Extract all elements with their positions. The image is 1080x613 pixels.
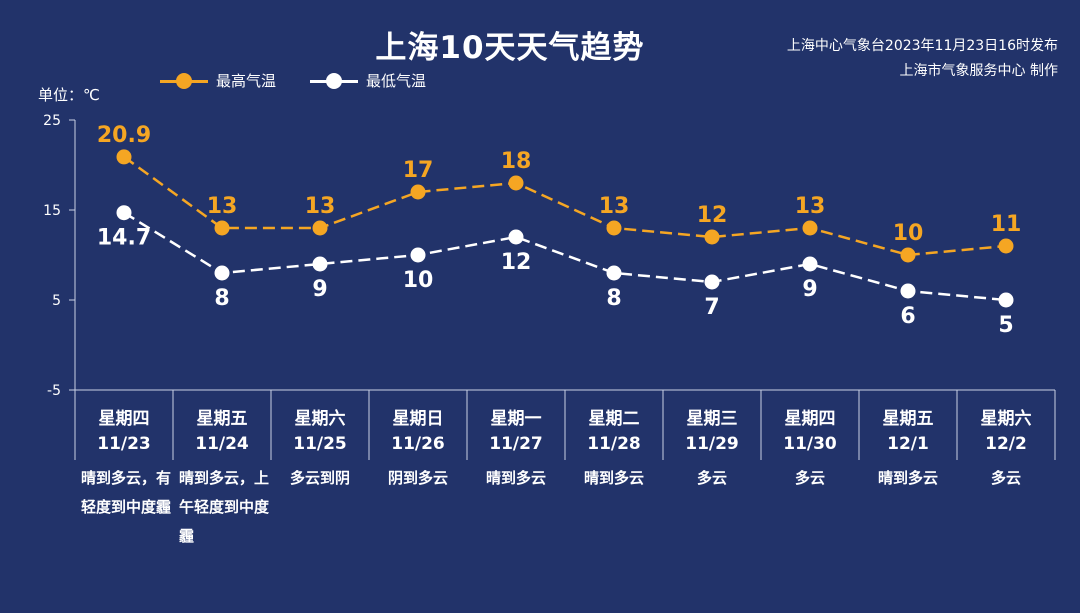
data-label-low: 9 [312, 277, 327, 302]
day-weekday: 星期一 [490, 409, 542, 429]
data-point-high [606, 220, 622, 236]
data-point-high [998, 238, 1014, 254]
day-date: 11/30 [783, 434, 837, 454]
day-date: 12/2 [985, 434, 1027, 454]
day-date: 11/27 [489, 434, 543, 454]
data-label-high: 13 [305, 194, 336, 219]
day-weather: 晴到多云，有轻度到中度霾 [81, 469, 172, 516]
day-weather: 晴到多云 [485, 469, 546, 487]
series-line-low [123, 211, 1007, 302]
legend-low-marker [326, 73, 342, 89]
source-line-1: 上海中心气象台2023年11月23日16时发布 [786, 38, 1058, 54]
y-tick-label: 5 [52, 293, 61, 309]
day-date: 11/25 [293, 434, 347, 454]
data-point-high [704, 229, 720, 245]
data-label-high: 13 [207, 194, 238, 219]
day-weekday: 星期三 [686, 409, 738, 429]
data-label-high: 18 [501, 149, 532, 174]
day-date: 11/29 [685, 434, 739, 454]
data-label-low: 8 [606, 286, 621, 311]
page-title: 上海10天天气趋势 [375, 30, 645, 66]
day-date: 12/1 [887, 434, 929, 454]
data-label-high: 20.9 [97, 123, 151, 148]
day-date: 11/24 [195, 434, 249, 454]
day-weather: 多云 [794, 469, 825, 487]
data-point-high [508, 175, 524, 191]
day-date: 11/23 [97, 434, 151, 454]
data-point-low [900, 283, 916, 299]
source-info: 上海中心气象台2023年11月23日16时发布 上海市气象服务中心 制作 [787, 34, 1058, 84]
data-label-low: 5 [998, 313, 1013, 338]
data-point-low [998, 292, 1014, 308]
data-point-low [312, 256, 328, 272]
day-weekday: 星期四 [98, 409, 150, 429]
source-line-2: 上海市气象服务中心 制作 [899, 63, 1058, 79]
legend-low-label: 最低气温 [366, 72, 427, 90]
day-weekday: 星期五 [196, 409, 248, 429]
y-tick-label: -5 [47, 383, 61, 399]
day-weekday: 星期日 [392, 409, 444, 429]
data-point-low [802, 256, 818, 272]
y-tick-label: 15 [43, 203, 61, 219]
day-weather: 晴到多云 [583, 469, 644, 487]
data-point-low [116, 205, 132, 221]
legend-high-marker [176, 73, 192, 89]
day-date: 11/28 [587, 434, 641, 454]
data-label-high: 13 [599, 194, 630, 219]
day-weather: 阴到多云 [387, 469, 448, 487]
day-weekday: 星期六 [294, 409, 346, 429]
y-tick-label: 25 [43, 113, 61, 129]
day-weather: 多云 [696, 469, 727, 487]
data-label-low: 9 [802, 277, 817, 302]
data-label-low: 7 [704, 295, 719, 320]
data-label-high: 17 [403, 158, 434, 183]
data-point-high [410, 184, 426, 200]
data-label-high: 13 [795, 194, 826, 219]
data-point-low [410, 247, 426, 263]
data-point-high [900, 247, 916, 263]
data-label-high: 12 [697, 203, 728, 228]
day-weekday: 星期六 [980, 409, 1032, 429]
day-weather: 多云 [990, 469, 1021, 487]
data-label-high: 10 [893, 221, 924, 246]
day-weather: 多云到阴 [289, 469, 350, 487]
data-point-high [312, 220, 328, 236]
day-weather: 晴到多云 [877, 469, 938, 487]
legend-high-label: 最高气温 [216, 72, 277, 90]
data-point-low [606, 265, 622, 281]
data-point-high [802, 220, 818, 236]
unit-label: 单位：℃ [38, 86, 100, 104]
day-weekday: 星期五 [882, 409, 934, 429]
series-line-high [123, 155, 1007, 257]
data-point-low [704, 274, 720, 290]
day-weekday: 星期四 [784, 409, 836, 429]
data-point-low [508, 229, 524, 245]
data-label-low: 8 [214, 286, 229, 311]
data-label-low: 14.7 [97, 226, 151, 251]
data-label-low: 6 [900, 304, 915, 329]
data-label-low: 10 [403, 268, 434, 293]
day-weather: 晴到多云，上午轻度到中度霾 [179, 469, 270, 545]
data-point-high [116, 149, 132, 165]
data-label-high: 11 [991, 212, 1022, 237]
data-label-low: 12 [501, 250, 532, 275]
day-date: 11/26 [391, 434, 445, 454]
day-weekday: 星期二 [588, 409, 640, 429]
data-point-low [214, 265, 230, 281]
data-point-high [214, 220, 230, 236]
